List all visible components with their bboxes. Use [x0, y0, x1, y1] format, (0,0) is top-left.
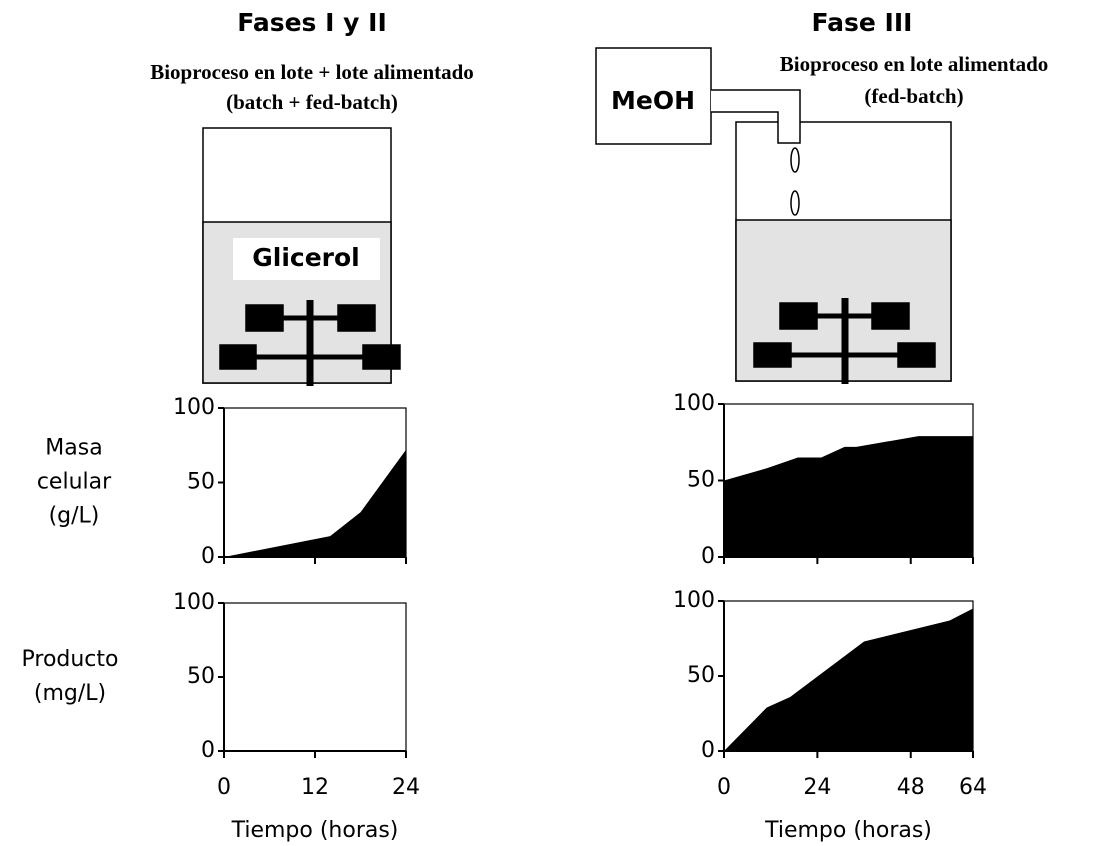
y-tick-label: 0 [701, 738, 715, 763]
y-tick-label: 0 [701, 544, 715, 569]
y-tick-label: 50 [187, 470, 215, 495]
tank [595, 47, 952, 384]
y-tick-label: 100 [173, 395, 215, 420]
x-tick-label: 24 [803, 775, 831, 800]
phase-title: Fases I y II [237, 8, 387, 37]
phase-subtitle: Bioproceso en lote alimentado [780, 52, 1049, 76]
feed-label: MeOH [611, 86, 695, 115]
y-axis-label: celular [37, 470, 112, 495]
y-tick-label: 100 [173, 590, 215, 615]
x-tick-label: 0 [717, 775, 731, 800]
x-axis-label: Tiempo (horas) [764, 818, 932, 843]
x-tick-label: 0 [217, 775, 231, 800]
area [724, 608, 973, 751]
phase-title: Fase III [812, 8, 913, 37]
y-axis-label: (mg/L) [34, 681, 106, 706]
phase-subtitle: Bioproceso en lote + lote alimentado [150, 60, 474, 84]
area [224, 449, 406, 557]
y-axis-label: Producto [22, 647, 119, 672]
x-tick-label: 48 [897, 775, 925, 800]
tank [202, 127, 401, 386]
x-tick-label: 64 [959, 775, 987, 800]
y-tick-label: 100 [673, 588, 715, 613]
x-axis-label: Tiempo (horas) [231, 818, 399, 843]
medium-label: Glicerol [252, 243, 360, 272]
y-tick-label: 50 [187, 664, 215, 689]
phase-subtitle: (batch + fed-batch) [226, 90, 398, 114]
area [724, 436, 973, 557]
x-tick-label: 12 [301, 775, 329, 800]
y-tick-label: 50 [687, 663, 715, 688]
y-axis-label: (g/L) [49, 504, 100, 529]
y-tick-label: 0 [201, 544, 215, 569]
plot-frame [223, 602, 407, 752]
y-axis-label: Masa [45, 436, 102, 461]
y-tick-label: 50 [687, 468, 715, 493]
y-tick-label: 0 [201, 738, 215, 763]
x-tick-label: 24 [392, 775, 420, 800]
phase-subtitle: (fed-batch) [864, 84, 963, 108]
y-tick-label: 100 [673, 391, 715, 416]
